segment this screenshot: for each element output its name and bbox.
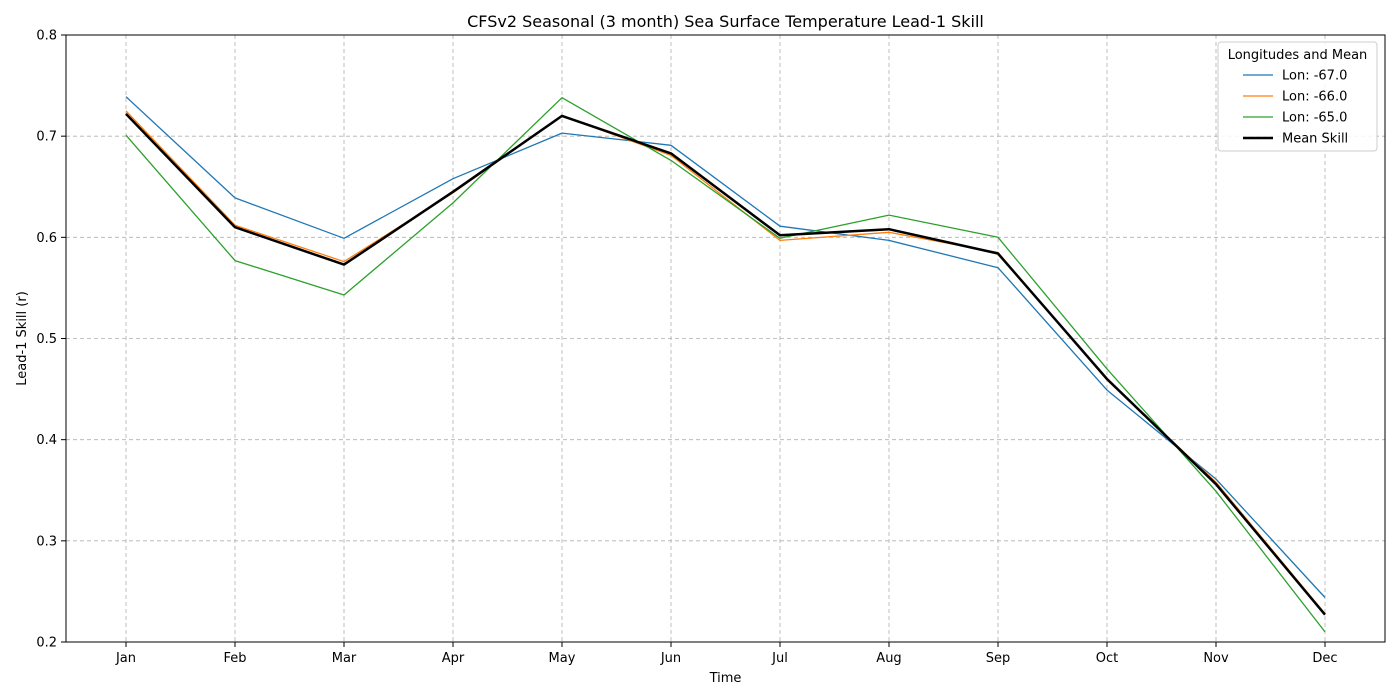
- y-tick-label: 0.4: [36, 433, 57, 448]
- y-tick-label: 0.2: [36, 636, 57, 651]
- legend-box: [1217, 41, 1378, 152]
- grid: [66, 34, 1385, 643]
- x-axis-label: Time: [709, 671, 742, 686]
- x-tick-label: Dec: [1312, 651, 1337, 666]
- legend-entry-label: Lon: -65.0: [1282, 111, 1347, 126]
- chart-title: CFSv2 Seasonal (3 month) Sea Surface Tem…: [467, 12, 984, 31]
- x-tick-label: May: [549, 651, 576, 666]
- series-line-lon-65-0: [125, 97, 1326, 633]
- legend: Longitudes and Mean Lon: -67.0 Lon: -66.0…: [1217, 41, 1378, 152]
- legend-entry-label: Mean Skill: [1282, 132, 1348, 147]
- x-tick-label: Feb: [223, 651, 246, 666]
- x-tick-label: Jan: [115, 651, 136, 666]
- y-tick-label: 0.8: [36, 29, 57, 44]
- x-tick-label: Apr: [442, 651, 465, 666]
- y-tick-label: 0.5: [36, 332, 57, 347]
- y-tick-label: 0.3: [36, 534, 57, 549]
- x-tick-label: Nov: [1203, 651, 1229, 666]
- y-axis-label: Lead-1 Skill (r): [15, 291, 30, 386]
- x-tick-label: Jun: [660, 651, 681, 666]
- x-tick-label: Jul: [771, 651, 788, 666]
- series-line-lon-67-0: [125, 96, 1326, 598]
- axis-ticks: Jan Feb Mar Apr May Jun Jul Aug Sep Oct Nov Dec 0.2 0…: [36, 29, 1337, 667]
- series-lines: [125, 96, 1326, 633]
- legend-title: Longitudes and Mean: [1228, 48, 1368, 63]
- x-tick-label: Oct: [1096, 651, 1118, 666]
- y-tick-label: 0.7: [36, 130, 57, 145]
- x-tick-label: Mar: [332, 651, 357, 666]
- x-tick-label: Aug: [876, 651, 901, 666]
- legend-entry-label: Lon: -66.0: [1282, 90, 1347, 105]
- x-tick-label: Sep: [986, 651, 1011, 666]
- series-line-mean-skill: [125, 113, 1326, 616]
- legend-entry-label: Lon: -67.0: [1282, 69, 1347, 84]
- y-tick-label: 0.6: [36, 231, 57, 246]
